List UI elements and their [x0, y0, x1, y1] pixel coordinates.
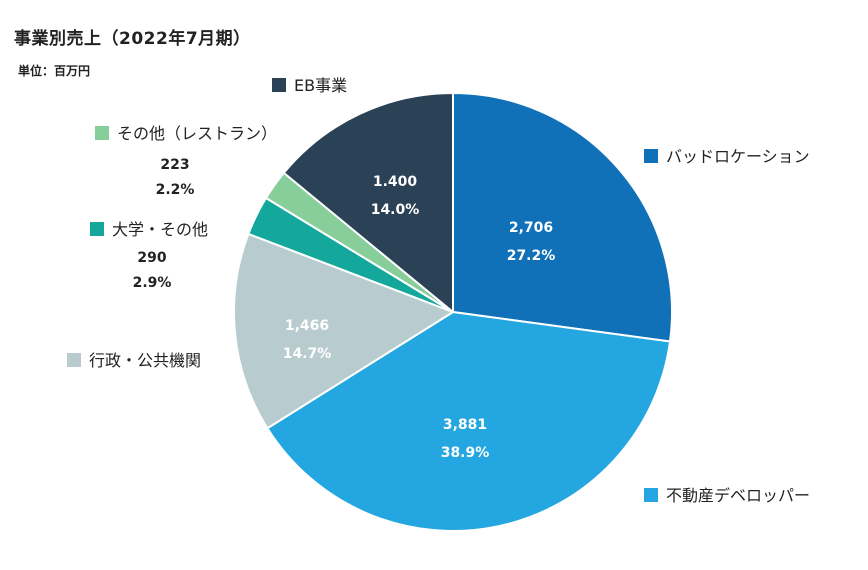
legend-label: 行政・公共機関 — [89, 351, 201, 370]
legend-label: その他（レストラン） — [117, 124, 277, 143]
slice-percent-label: 27.2% — [507, 248, 556, 264]
slice-percent-label: 2.9% — [133, 275, 172, 291]
slice-value-label: 290 — [137, 250, 166, 266]
legend-swatch — [90, 222, 104, 236]
legend-swatch — [272, 78, 286, 92]
slice-value-label: 2,706 — [509, 220, 553, 236]
legend-label: 大学・その他 — [112, 220, 208, 239]
unit-label: 単位：百万円 — [18, 64, 91, 78]
pie-slice — [266, 311, 671, 532]
pie-slices — [233, 92, 673, 532]
legend-entry: 大学・その他 — [90, 220, 208, 239]
pie-slice — [282, 92, 454, 313]
legend-label: EB事業 — [294, 76, 347, 95]
legend-entry: 行政・公共機関 — [67, 351, 201, 370]
legend-swatch — [644, 488, 658, 502]
legend-entry: バッドロケーション — [644, 147, 810, 166]
slice-percent-label: 38.9% — [441, 445, 490, 461]
pie-slice — [452, 92, 673, 343]
legend-entry: 不動産デベロッパー — [644, 486, 810, 505]
legend-label: バッドロケーション — [666, 147, 810, 166]
chart-title: 事業別売上（2022年7月期） — [14, 29, 251, 49]
legend-entry: その他（レストラン） — [95, 124, 277, 143]
legend-swatch — [95, 126, 109, 140]
pie-slice — [233, 232, 454, 430]
slice-value-label: 223 — [160, 157, 189, 173]
slice-value-label: 1,466 — [285, 318, 329, 334]
slice-percent-label: 14.0% — [371, 202, 420, 218]
slice-percent-label: 14.7% — [283, 346, 332, 362]
legend-entry: EB事業 — [272, 76, 347, 95]
slice-value-label: 1.400 — [373, 174, 418, 190]
legend-swatch — [644, 149, 658, 163]
legend-swatch — [67, 353, 81, 367]
slice-value-label: 3,881 — [443, 417, 487, 433]
legend-label: 不動産デベロッパー — [666, 486, 810, 505]
slice-percent-label: 2.2% — [156, 182, 195, 198]
